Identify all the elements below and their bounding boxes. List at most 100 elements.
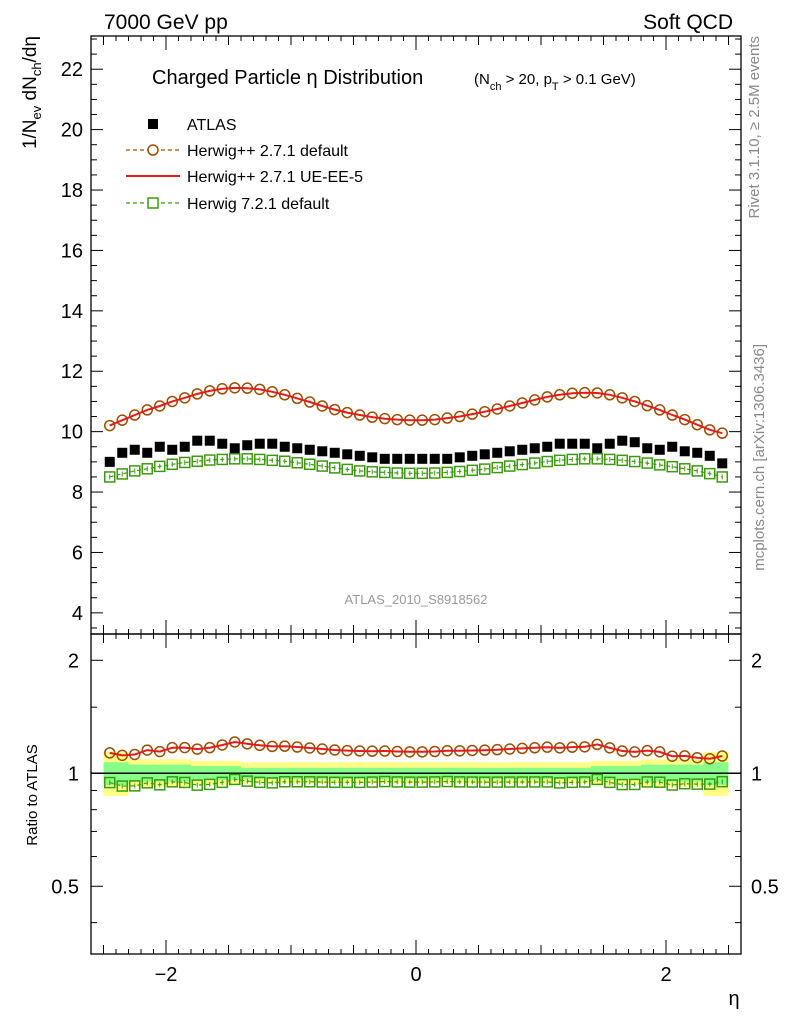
ratio-h7-point: [179, 776, 191, 789]
legend-label: Herwig++ 2.7.1 UE-EE-5: [187, 169, 363, 186]
main-h7-point: [441, 466, 453, 479]
ratio-h7-point: [154, 779, 166, 791]
main-data-point: [254, 438, 265, 449]
ratio-y-tick-label: 1: [68, 763, 79, 785]
legend-label: Herwig++ 2.7.1 default: [187, 143, 349, 160]
ratio-h7-point: [191, 779, 203, 791]
main-data-point: [192, 435, 203, 446]
ratio-h7-point: [429, 776, 441, 788]
main-default-point: [291, 392, 303, 405]
main-h7-point: [279, 455, 291, 467]
ratio-h7-point: [454, 776, 466, 788]
main-data-point: [404, 453, 415, 464]
ratio-h7-point: [566, 776, 578, 789]
ratio-h7-point: [629, 778, 641, 791]
y-axis-label: 1/Nev dNch/dη: [20, 36, 44, 149]
main-data-point: [204, 435, 215, 446]
ratio-h7-point: [391, 776, 403, 788]
ratio-h7-point: [441, 775, 453, 788]
ratio-y-tick-label: 0.5: [51, 876, 79, 898]
ratio-h7-point: [129, 780, 141, 792]
main-data-point: [317, 446, 328, 457]
main-h7-line: [109, 458, 723, 478]
y-tick-label: 18: [61, 180, 83, 202]
main-data-point: [654, 444, 665, 455]
ratio-h7-line: [109, 778, 723, 787]
mcplots-text: mcplots.cern.ch [arXiv:1306.3436]: [751, 344, 768, 571]
ratio-default-point: [604, 742, 616, 754]
ratio-h7-point: [591, 773, 603, 786]
y-tick-label: 12: [61, 361, 83, 383]
ratio-h7-point: [229, 773, 241, 786]
legend-marker-default: [147, 144, 159, 156]
main-data-point: [679, 446, 690, 457]
ratio-default-point: [104, 747, 116, 759]
main-default-point: [516, 397, 528, 409]
main-h7-point: [479, 463, 491, 475]
main-series-layer: [104, 382, 728, 483]
main-data-point: [417, 453, 428, 464]
main-h7-point: [341, 463, 353, 476]
ratio-h7-point: [491, 776, 503, 788]
main-data-point: [304, 444, 315, 455]
main-default-point: [679, 413, 691, 426]
main-h7-point: [541, 455, 553, 468]
main-h7-point: [141, 463, 153, 475]
ratio-h7-point: [479, 776, 491, 788]
ratio-h7-point: [579, 776, 591, 788]
main-default-point: [666, 409, 678, 421]
main-data-point: [242, 440, 253, 451]
main-data-point: [567, 438, 578, 449]
main-data-point: [529, 443, 540, 454]
main-h7-point: [641, 457, 653, 469]
ratio-series-layer: [104, 736, 728, 792]
main-data-point: [329, 447, 340, 458]
main-default-point: [491, 403, 503, 415]
ratio-h7-point: [254, 776, 266, 789]
ratio-h7-point: [516, 776, 528, 788]
main-h7-point: [254, 453, 266, 466]
y-tick-label: 10: [61, 422, 83, 444]
main-data-point: [467, 450, 478, 461]
ratio-default-point: [216, 739, 228, 751]
ratio-h7-point: [304, 776, 316, 788]
ratio-h7-point: [416, 776, 428, 788]
main-h7-point: [616, 454, 628, 467]
x-tick-label: 2: [660, 964, 671, 986]
main-default-point: [104, 419, 116, 432]
main-data-point: [554, 438, 565, 449]
x-axis-label: η: [728, 988, 739, 1010]
ratio-h7-point: [116, 780, 128, 792]
main-h7-point: [241, 453, 253, 465]
main-h7-point: [429, 467, 441, 479]
rivet-version-text: Rivet 3.1.10, ≥ 2.5M events: [746, 36, 763, 219]
ratio-h7-point: [266, 777, 278, 789]
main-h7-point: [391, 467, 403, 479]
chart-subtitle: (Nch > 20, pT > 0.1 GeV): [474, 71, 636, 93]
ratio-h7-point: [641, 776, 653, 788]
main-data-point: [667, 441, 678, 452]
y-tick-label: 8: [72, 482, 83, 504]
x-tick-label: 0: [410, 964, 421, 986]
main-h7-point: [691, 465, 703, 477]
main-default-point: [279, 389, 291, 401]
main-data-point: [642, 443, 653, 454]
ratio-h7-point: [366, 776, 378, 788]
main-h7-point: [329, 462, 341, 474]
main-h7-point: [404, 467, 416, 480]
main-data-point: [379, 453, 390, 464]
main-h7-point: [379, 466, 391, 479]
main-h7-point: [591, 453, 603, 465]
main-h7-point: [116, 468, 128, 480]
main-h7-point: [104, 471, 116, 483]
ratio-h7-point: [691, 778, 703, 790]
x-tick-label: −2: [155, 964, 178, 986]
ratio-h7-point: [541, 776, 553, 788]
main-h7-point: [316, 460, 328, 472]
main-h7-point: [579, 453, 591, 465]
legend: ATLAS Herwig++ 2.7.1 default Herwig++ 2.7.…: [126, 117, 363, 213]
main-default-point: [154, 400, 166, 412]
main-h7-point: [454, 465, 466, 478]
main-h7-point: [154, 460, 166, 473]
main-default-point: [166, 395, 178, 408]
